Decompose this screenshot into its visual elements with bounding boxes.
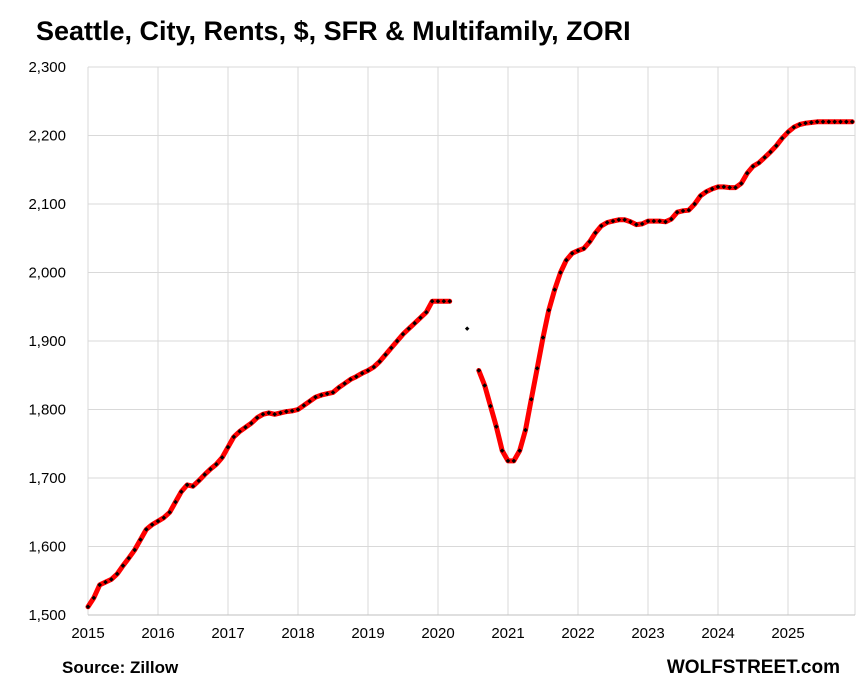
y-tick-label: 2,300 [28,59,66,76]
data-point [243,425,248,430]
data-point [184,482,190,488]
gridlines [87,66,856,616]
data-point [167,509,172,515]
data-point [447,299,452,304]
data-point [272,412,277,417]
data-point [260,412,266,417]
x-tick-label: 2019 [351,625,384,642]
data-point [464,326,470,331]
series-line-segment [85,298,453,610]
y-tick-label: 1,800 [28,402,66,419]
x-tick-label: 2023 [631,625,664,642]
data-point [359,370,365,376]
data-point [494,424,499,429]
data-point [319,392,324,398]
data-point [418,315,423,320]
data-point [237,429,242,434]
x-tick-label: 2021 [491,625,524,642]
data-point [219,455,225,460]
data-point [336,385,342,390]
chart-title: Seattle, City, Rents, $, SFR & Multifami… [36,16,631,46]
data-point [523,427,528,433]
data-point [307,399,312,404]
data-point [546,307,552,313]
data-point [278,410,283,416]
x-tick-label: 2022 [561,625,594,642]
data-point [429,299,435,304]
data-point [284,409,289,414]
data-point [266,410,272,416]
data-point [324,391,330,397]
data-point [289,408,295,414]
x-tick-label: 2017 [211,625,244,642]
data-point [342,381,347,386]
data-point [564,257,569,263]
data-point [348,377,353,382]
data-point [529,396,534,402]
data-point [190,483,196,489]
data-point [377,359,382,364]
y-tick-label: 2,200 [28,128,66,145]
data-point [254,415,260,420]
x-tick-label: 2024 [701,625,734,642]
data-point [330,390,336,395]
data-point [354,374,359,379]
y-tick-label: 1,600 [28,539,66,556]
data-point [400,331,406,337]
data-point [499,448,505,453]
data-point [365,368,371,373]
data-point [534,366,540,371]
data-point [406,326,412,331]
data-point [540,335,546,340]
y-tick-label: 2,100 [28,196,66,213]
x-tick-label: 2018 [281,625,314,642]
x-tick-label: 2025 [771,625,804,642]
data-point [558,270,563,275]
data-point [505,458,511,464]
data-point [424,309,429,315]
data-point [225,444,231,450]
x-tick-label: 2020 [421,625,454,642]
y-axis-tick-labels: 1,500 1,600 1,700 1,800 1,900 2,000 2,100 2,200… [28,59,66,624]
y-tick-label: 1,500 [28,607,66,624]
rent-series [85,119,855,610]
data-point [394,338,400,344]
data-point [482,383,487,388]
data-point [552,287,557,292]
source-note: Source: Zillow [62,658,179,677]
x-axis-tick-labels: 2015 2016 2017 2018 2019 2020 2021 2022 2023 2024… [71,625,804,642]
brand-watermark: WOLFSTREET.com [666,657,840,678]
data-point [511,458,517,464]
data-point [301,403,307,408]
data-point [313,394,318,400]
data-point [435,299,441,304]
data-point [295,407,301,412]
data-point [488,403,493,409]
y-tick-label: 1,900 [28,333,66,350]
series-line-segment [476,119,855,464]
data-point [517,448,522,453]
y-tick-label: 2,000 [28,265,66,282]
data-point [173,499,178,505]
data-point [383,352,388,357]
x-tick-label: 2015 [71,625,104,642]
y-tick-label: 1,700 [28,470,66,487]
data-point [208,466,213,472]
data-point [476,368,482,373]
x-tick-label: 2016 [141,625,174,642]
data-point [412,320,417,326]
data-point [441,299,447,304]
data-point [371,364,377,370]
data-point [202,472,207,477]
data-point [389,345,394,351]
